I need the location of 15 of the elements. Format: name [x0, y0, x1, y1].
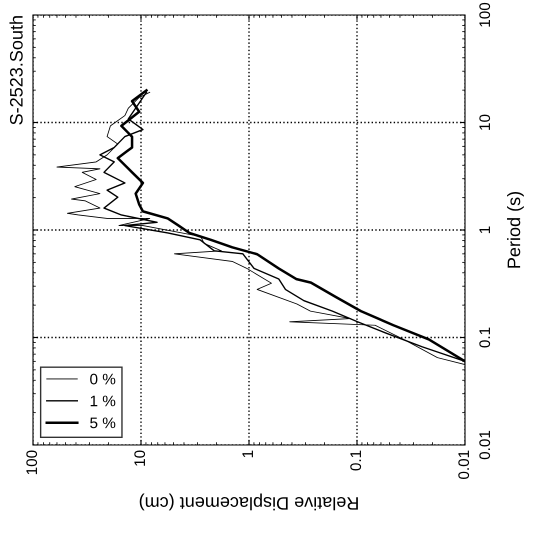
y-tick-label: 100: [479, 2, 490, 27]
x-tick-label: 1: [242, 450, 253, 458]
legend-label: 5 %: [90, 417, 116, 428]
legend-label: 1 %: [90, 396, 116, 406]
y-tick-label: 1: [479, 226, 490, 234]
y-tick-label: 10: [479, 114, 490, 130]
x-tick-label: 10: [134, 450, 146, 466]
y-axis-title: Period (s): [507, 192, 524, 268]
x-axis-title: Relative Displacement (cm): [140, 493, 358, 510]
text: S-2523.South: [9, 16, 23, 125]
x-tick-label: 100: [26, 450, 38, 474]
x-tick-label: 0.1: [350, 450, 362, 470]
legend-label: 0 %: [90, 374, 116, 384]
x-tick-label: 0.01: [458, 450, 470, 479]
y-tick-label: 0.1: [479, 328, 490, 348]
